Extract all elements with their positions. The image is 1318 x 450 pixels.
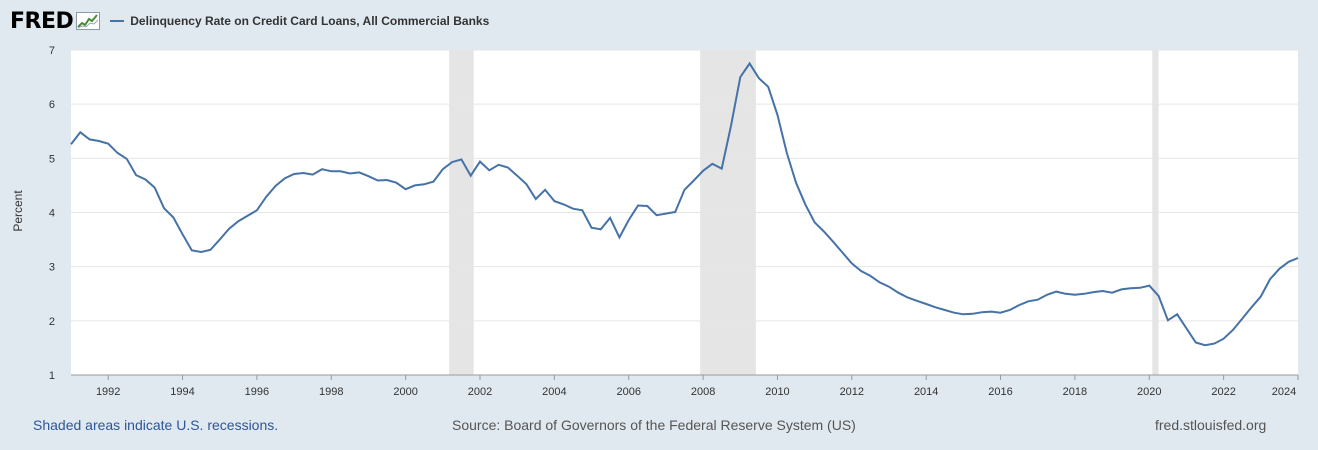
x-tick-label: 2020 (1137, 386, 1161, 398)
x-tick-label: 1992 (96, 386, 120, 398)
y-tick-label: 5 (49, 153, 55, 165)
x-tick-label: 2006 (616, 386, 640, 398)
x-tick-label: 2002 (468, 386, 492, 398)
y-tick-label: 1 (49, 370, 55, 382)
recession-note: Shaded areas indicate U.S. recessions. (33, 417, 279, 433)
x-tick-label: 2010 (765, 386, 789, 398)
x-tick-label: 2022 (1211, 386, 1235, 398)
fred-logo[interactable]: FRED (10, 8, 74, 34)
x-tick-label: 1996 (245, 386, 269, 398)
x-tick-label: 2000 (393, 386, 417, 398)
x-tick-label: 1994 (170, 386, 194, 398)
y-tick-label: 7 (49, 45, 55, 57)
legend-series-title[interactable]: Delinquency Rate on Credit Card Loans, A… (130, 14, 490, 28)
x-tick-label: 2008 (691, 386, 715, 398)
site-link[interactable]: fred.stlouisfed.org (1155, 417, 1267, 433)
x-tick-label: 2016 (988, 386, 1012, 398)
x-tick-label: 2014 (914, 386, 938, 398)
fred-logo-graph-icon (76, 12, 101, 30)
x-tick-label: 2024 (1272, 386, 1296, 398)
legend-line-swatch (110, 20, 125, 22)
y-tick-label: 2 (49, 316, 55, 328)
x-tick-label: 2012 (840, 386, 864, 398)
x-tick-label: 2004 (542, 386, 566, 398)
y-tick-labels: 1 2 3 4 5 6 7 (49, 45, 55, 382)
y-tick-label: 4 (49, 208, 55, 220)
y-tick-label: 3 (49, 262, 55, 274)
chart-header: FRED Delinquency Rate on Credit Card Loa… (10, 8, 489, 34)
x-tick-labels: 1992 1994 1996 1998 2000 2002 2004 2006 2008 2010… (71, 374, 1299, 398)
y-axis-label: Percent (11, 190, 25, 232)
series-line[interactable] (70, 61, 1299, 347)
x-tick-label: 2018 (1063, 386, 1087, 398)
y-tick-label: 6 (49, 99, 55, 111)
source-note: Source: Board of Governors of the Federa… (452, 417, 856, 433)
x-tick-label: 1998 (319, 386, 343, 398)
